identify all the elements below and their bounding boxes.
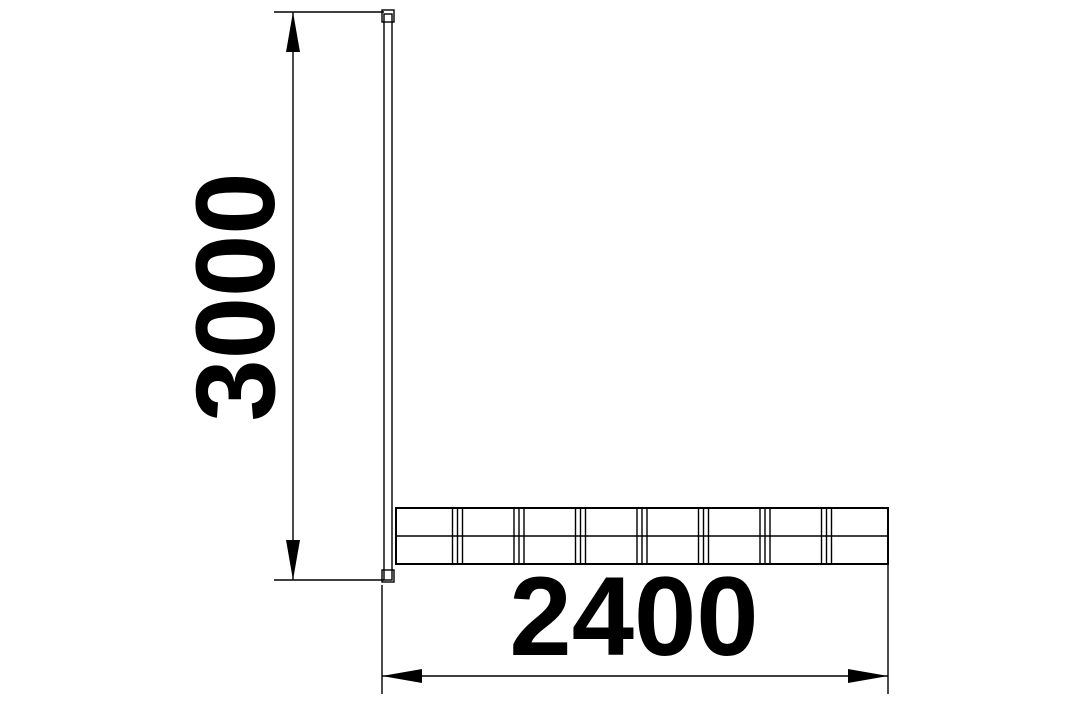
vertical-post — [381, 9, 395, 583]
width-arrow-right — [848, 669, 888, 683]
height-arrow-top — [286, 12, 300, 52]
bench-plan — [395, 507, 889, 565]
post-bottom-cap — [381, 569, 395, 583]
width-label: 2400 — [509, 554, 758, 679]
height-label: 3000 — [173, 172, 298, 421]
height-dimension: 3000 — [173, 11, 384, 581]
width-dimension: 2400 — [381, 554, 889, 694]
height-arrow-bottom — [286, 540, 300, 580]
post-top-cap — [381, 9, 395, 23]
width-arrow-left — [382, 669, 422, 683]
